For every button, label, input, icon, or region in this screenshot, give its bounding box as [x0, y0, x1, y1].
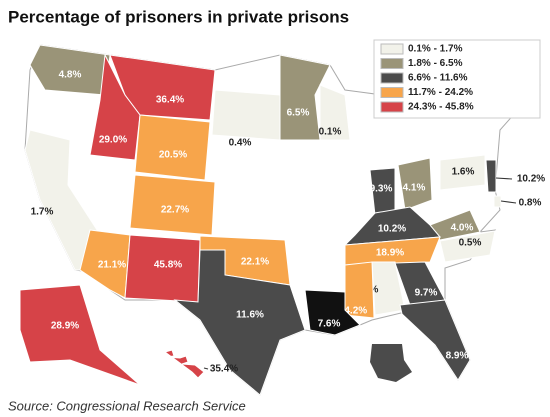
- region-label: 8.9%: [446, 351, 469, 362]
- legend-label: 24.3% - 45.8%: [408, 102, 474, 113]
- state: [19, 284, 141, 386]
- region-label: 0.8%: [519, 198, 542, 209]
- region-label: 1.6%: [452, 167, 475, 178]
- state: [163, 349, 205, 379]
- state: [399, 299, 471, 381]
- state: [173, 249, 306, 396]
- region-label: 0.1%: [319, 127, 342, 138]
- state: [79, 229, 131, 299]
- legend-label: 0.1% - 1.7%: [408, 44, 463, 55]
- legend-swatch: [380, 58, 404, 69]
- title: Percentage of prisoners in private priso…: [8, 7, 349, 26]
- region-label: 28.9%: [51, 321, 79, 332]
- region-label: 11.6%: [236, 310, 264, 321]
- state: [304, 289, 361, 336]
- state: [319, 84, 351, 141]
- leader-line: [203, 367, 209, 370]
- leader-line: [500, 200, 517, 204]
- source: Source: Congressional Research Service: [8, 398, 246, 413]
- region-label: 22.1%: [241, 257, 269, 268]
- region-label: 1.7%: [31, 207, 54, 218]
- state: [29, 44, 111, 96]
- inset-shape: [370, 344, 412, 382]
- region-label: 21.1%: [98, 260, 126, 271]
- region-label: 4.8%: [59, 70, 82, 81]
- region-label: 24.2%: [339, 306, 367, 317]
- region-label: 0.4%: [229, 138, 252, 149]
- region-label: 45.8%: [154, 260, 182, 271]
- legend: 0.1% - 1.7% 1.8% - 6.5% 6.6% - 11.6% 11.7% …: [373, 39, 541, 119]
- legend-swatch: [380, 87, 404, 98]
- region-label: 36.4%: [156, 95, 184, 106]
- state: [493, 195, 502, 208]
- state: [397, 157, 433, 211]
- region-label: 4.1%: [403, 183, 426, 194]
- region-label: 7.6%: [318, 319, 341, 330]
- legend-swatch: [380, 72, 404, 84]
- region-label: 29.0%: [99, 135, 127, 146]
- state: [344, 236, 441, 266]
- region-label: 6.5%: [287, 108, 310, 119]
- state: [89, 53, 141, 161]
- leader-line: [495, 177, 513, 180]
- state: [134, 114, 211, 181]
- regions: 4.8%36.4%29.0%20.5%0.4%6.5%0.1%34.3%1.6%…: [19, 44, 545, 396]
- region-label: 22.7%: [161, 205, 189, 216]
- state: [129, 174, 216, 236]
- region-label: 9.3%: [370, 184, 393, 195]
- legend-swatch: [380, 101, 404, 113]
- region-label: 4.0%: [451, 223, 474, 234]
- region-label: 9.7%: [415, 288, 438, 299]
- state: [439, 230, 496, 263]
- legend-label: 6.6% - 11.6%: [408, 73, 468, 84]
- state: [279, 54, 331, 141]
- state: [439, 154, 486, 191]
- region-label: 20.5%: [159, 150, 187, 161]
- region-label: 35.4%: [210, 364, 238, 375]
- legend-label: 11.7% - 24.2%: [408, 87, 473, 98]
- legend-label: 1.8% - 6.5%: [408, 58, 463, 69]
- region-label: 10.2%: [517, 174, 545, 185]
- state: [211, 89, 281, 141]
- state: [109, 54, 216, 121]
- legend-swatch: [380, 43, 404, 55]
- state: [485, 159, 497, 193]
- region-label: 10.2%: [378, 224, 406, 235]
- region-label: 18.9%: [376, 248, 404, 259]
- region-label: 0.5%: [459, 238, 482, 249]
